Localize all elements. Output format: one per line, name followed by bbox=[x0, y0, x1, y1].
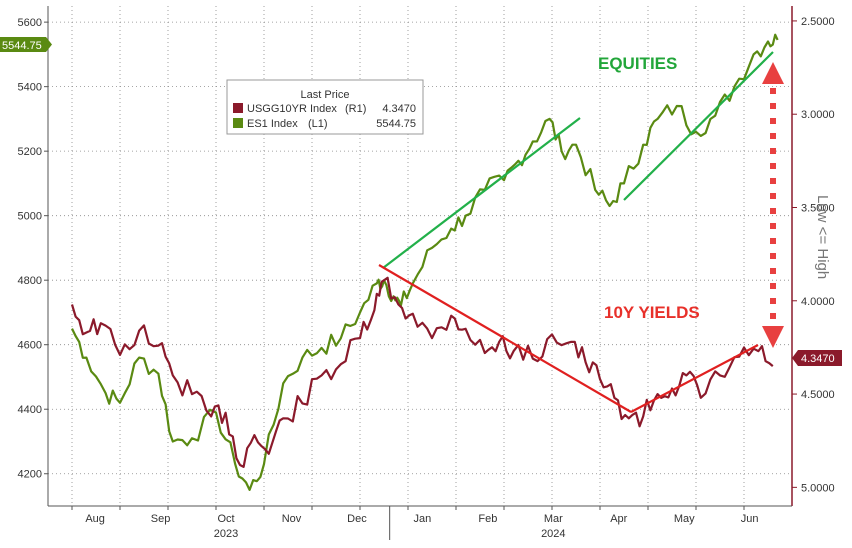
legend-yields-name: USGG10YR Index bbox=[247, 103, 337, 115]
right-axis-ticks: 2.5000 3.0000 3.5000 4.0000 4.5000 5.0000 bbox=[792, 16, 835, 494]
left-tag-pointer bbox=[46, 37, 52, 52]
yields-trend-2 bbox=[630, 344, 759, 413]
left-tick-label: 5000 bbox=[18, 211, 42, 223]
x-tick-label: Jun bbox=[741, 513, 759, 525]
legend-swatch-equities bbox=[233, 118, 243, 128]
legend-equities-value: 5544.75 bbox=[376, 118, 416, 130]
legend-swatch-yields bbox=[233, 103, 243, 113]
arrow-head-down bbox=[762, 326, 784, 348]
right-tag-pointer bbox=[792, 350, 798, 366]
x-tick-label: May bbox=[674, 513, 695, 525]
left-axis-ticks: 4200 4400 4600 4800 5000 5200 5400 5600 bbox=[18, 17, 48, 481]
equities-trend-1 bbox=[382, 117, 581, 269]
yields-annotation: 10Y YIELDS bbox=[604, 303, 700, 322]
right-tick-label: 2.5000 bbox=[801, 16, 835, 28]
left-tick-label: 4400 bbox=[18, 404, 42, 416]
right-tick-label: 4.0000 bbox=[801, 296, 835, 308]
right-tick-label: 3.5000 bbox=[801, 202, 835, 214]
x-tick-label: Apr bbox=[610, 513, 627, 525]
legend-equities-axis: (L1) bbox=[308, 118, 328, 130]
left-tick-label: 5600 bbox=[18, 17, 42, 29]
double-arrow bbox=[762, 62, 784, 348]
left-tick-label: 4200 bbox=[18, 469, 42, 481]
x-tick-label: Aug bbox=[85, 513, 105, 525]
right-tick-label: 5.0000 bbox=[801, 482, 835, 494]
right-tag-value: 4.3470 bbox=[801, 353, 835, 365]
legend-yields-value: 4.3470 bbox=[382, 103, 416, 115]
right-tag-box bbox=[798, 350, 842, 366]
right-axis-label: Low <= High bbox=[814, 195, 831, 279]
x-tick-label: Feb bbox=[478, 513, 497, 525]
right-last-value-tag: 4.3470 bbox=[792, 350, 842, 366]
year-label: 2023 bbox=[214, 528, 238, 540]
left-tick-label: 4800 bbox=[18, 275, 42, 287]
x-tick-label: Mar bbox=[544, 513, 563, 525]
left-tick-label: 5200 bbox=[18, 146, 42, 158]
equities-series-line bbox=[71, 33, 779, 491]
legend-title: Last Price bbox=[301, 89, 350, 101]
legend: Last Price USGG10YR Index (R1) 4.3470 ES… bbox=[226, 79, 424, 135]
left-tag-value: 5544.75 bbox=[2, 40, 42, 52]
x-tick-label: Sep bbox=[151, 513, 171, 525]
left-tick-label: 4600 bbox=[18, 340, 42, 352]
legend-equities-name: ES1 Index bbox=[247, 118, 298, 130]
trend-lines bbox=[378, 51, 774, 413]
x-tick-label: Oct bbox=[217, 513, 234, 525]
equities-annotation: EQUITIES bbox=[598, 54, 677, 73]
legend-box bbox=[226, 79, 424, 135]
left-tag-box bbox=[0, 37, 46, 52]
x-tick-label: Dec bbox=[347, 513, 367, 525]
left-last-value-tag: 5544.75 bbox=[0, 37, 52, 52]
x-axis-ticks: Aug Sep Oct Nov Dec Jan Feb Mar Apr May Jun 2023 202… bbox=[71, 506, 759, 540]
year-label: 2024 bbox=[541, 528, 565, 540]
left-tick-label: 5400 bbox=[18, 82, 42, 94]
right-tick-label: 4.5000 bbox=[801, 389, 835, 401]
yields-trend-1 bbox=[378, 264, 632, 413]
right-tick-label: 3.0000 bbox=[801, 109, 835, 121]
legend-yields-axis: (R1) bbox=[345, 103, 366, 115]
grid-lines bbox=[48, 6, 792, 506]
x-tick-label: Jan bbox=[414, 513, 432, 525]
equities-trend-2 bbox=[623, 51, 774, 201]
arrow-head-up bbox=[762, 62, 784, 84]
x-tick-label: Nov bbox=[282, 513, 302, 525]
